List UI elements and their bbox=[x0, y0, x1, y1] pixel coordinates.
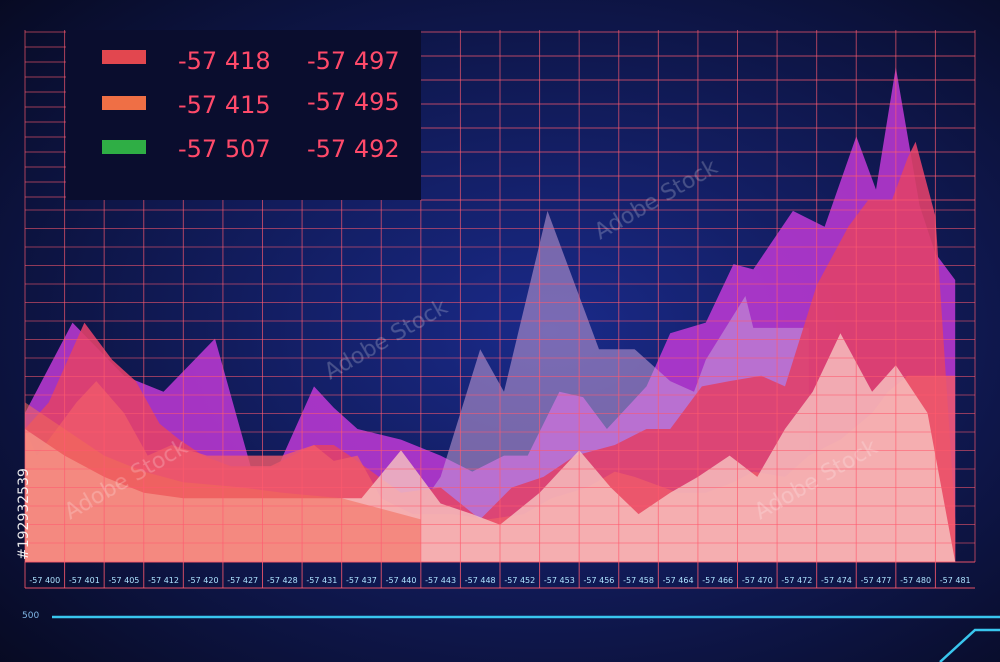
x-tick-label: -57 412 bbox=[148, 576, 179, 585]
x-tick-label: -57 453 bbox=[544, 576, 575, 585]
legend-value-3a: -57 507 bbox=[178, 135, 271, 163]
x-tick-label: -57 470 bbox=[742, 576, 773, 585]
x-tick-label: -57 474 bbox=[821, 576, 852, 585]
x-tick-label: -57 481 bbox=[940, 576, 971, 585]
x-tick-label: -57 452 bbox=[504, 576, 535, 585]
x-tick-label: -57 458 bbox=[623, 576, 654, 585]
x-tick-label: -57 466 bbox=[702, 576, 733, 585]
x-tick-label: -57 401 bbox=[69, 576, 100, 585]
x-tick-label: -57 440 bbox=[386, 576, 417, 585]
x-tick-label: -57 427 bbox=[227, 576, 258, 585]
x-tick-label: -57 420 bbox=[188, 576, 219, 585]
x-tick-label: -57 437 bbox=[346, 576, 377, 585]
watermark-id: #192932539 bbox=[16, 468, 32, 560]
legend-swatch-2 bbox=[102, 96, 146, 110]
legend-value-2a: -57 415 bbox=[178, 91, 271, 119]
legend-value-1a: -57 418 bbox=[178, 47, 271, 75]
bottom-axis-label: 500 bbox=[22, 611, 39, 621]
x-tick-label: -57 400 bbox=[29, 576, 60, 585]
bottom-decoration: 500 bbox=[22, 611, 1000, 662]
corner-cyan-line bbox=[939, 628, 1000, 662]
legend-value-1b: -57 497 bbox=[307, 47, 400, 75]
x-tick-label: -57 405 bbox=[109, 576, 140, 585]
x-tick-label: -57 428 bbox=[267, 576, 298, 585]
x-tick-label: -57 480 bbox=[900, 576, 931, 585]
legend-swatch-3 bbox=[102, 140, 146, 154]
x-tick-label: -57 472 bbox=[781, 576, 812, 585]
legend-value-3b: -57 492 bbox=[307, 135, 400, 163]
x-tick-label: -57 443 bbox=[425, 576, 456, 585]
area-series-6 bbox=[25, 402, 421, 562]
x-tick-label: -57 431 bbox=[306, 576, 337, 585]
area-series-3 bbox=[25, 141, 956, 562]
x-tick-label: -57 456 bbox=[584, 576, 615, 585]
x-tick-label: -57 477 bbox=[861, 576, 892, 585]
legend: -57 418 -57 497 -57 415 -57 495 -57 507 … bbox=[66, 30, 421, 200]
legend-value-2b: -57 495 bbox=[307, 88, 400, 116]
x-tick-label: -57 464 bbox=[663, 576, 694, 585]
legend-swatch-1 bbox=[102, 50, 146, 64]
x-tick-label: -57 448 bbox=[465, 576, 496, 585]
